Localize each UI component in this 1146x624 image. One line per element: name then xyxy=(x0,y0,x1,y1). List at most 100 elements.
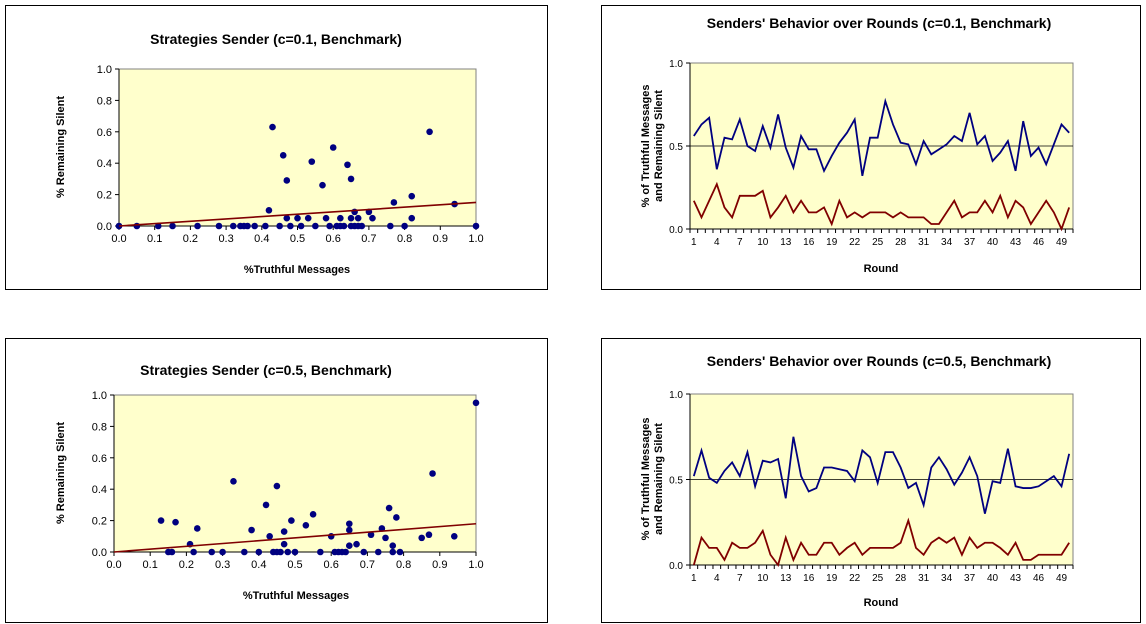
data-point xyxy=(244,222,251,230)
x-tick-label: 0.5 xyxy=(290,233,305,245)
y-tick-label: 0.4 xyxy=(97,158,112,170)
line-chart-c05: Senders' Behavior over Rounds (c=0.5, Be… xyxy=(640,353,1074,609)
x-tick-label: 0.3 xyxy=(215,559,230,571)
y-tick-label: 0.6 xyxy=(92,453,107,465)
data-point xyxy=(283,177,291,184)
data-point xyxy=(168,548,176,556)
data-point xyxy=(408,192,416,200)
data-point xyxy=(277,548,284,556)
x-tick-label: 0.4 xyxy=(254,233,269,245)
y-tick-label: 0.0 xyxy=(97,221,112,233)
data-point xyxy=(401,222,408,230)
data-point xyxy=(472,222,480,230)
data-point xyxy=(255,548,263,556)
data-point xyxy=(265,207,273,214)
data-point xyxy=(193,525,201,532)
data-point xyxy=(308,158,316,165)
x-tick-label: 0.0 xyxy=(106,559,121,571)
y-tick-label: 0.5 xyxy=(669,142,683,153)
x-tick-label: 13 xyxy=(780,237,792,248)
x-axis-ticks: 1 4 7 10 13 16 19 22 25 28 31 34 37 40 43 46 49 xyxy=(689,229,1074,248)
data-point xyxy=(337,214,344,222)
chart-panel-line-c05: Senders' Behavior over Rounds (c=0.5, Be… xyxy=(601,338,1141,623)
x-tick-label: 7 xyxy=(737,237,743,248)
x-tick-label: 37 xyxy=(964,573,976,584)
data-point xyxy=(346,526,353,534)
x-tick-label: 13 xyxy=(780,573,792,584)
y-tick-label: 0.0 xyxy=(669,561,683,572)
x-axis-label: %Truthful Messages xyxy=(243,590,349,602)
data-point xyxy=(393,514,400,521)
line-chart-c01: Senders' Behavior over Rounds (c=0.1, Be… xyxy=(640,15,1074,275)
data-point xyxy=(284,548,292,556)
y-tick-label: 1.0 xyxy=(92,390,107,402)
chart-title: Senders' Behavior over Rounds (c=0.1, Be… xyxy=(707,15,1052,31)
data-point xyxy=(347,214,355,222)
x-tick-label: 49 xyxy=(1056,237,1068,248)
data-point xyxy=(396,548,404,556)
x-tick-label: 0.7 xyxy=(361,233,376,245)
chart-title: Senders' Behavior over Rounds (c=0.5, Be… xyxy=(707,353,1052,369)
series-line-silent xyxy=(692,517,1070,568)
data-point xyxy=(326,222,333,230)
x-tick-label: 0.6 xyxy=(324,559,339,571)
x-tick-label: 22 xyxy=(849,573,861,584)
x-tick-label: 1.0 xyxy=(468,559,483,571)
data-point xyxy=(374,548,382,556)
data-point xyxy=(346,520,353,528)
data-point xyxy=(418,534,426,542)
y-tick-label: 0.4 xyxy=(92,484,107,496)
data-point xyxy=(157,517,165,524)
scatter-chart-c05: Strategies Sender (c=0.5, Benchmark) 0.0… xyxy=(55,362,484,602)
x-tick-label: 0.1 xyxy=(143,559,158,571)
x-tick-label: 34 xyxy=(941,237,953,248)
series-line-truthful xyxy=(692,436,1071,514)
y-axis-ticks: 0.0 0.2 0.4 0.6 0.8 1.0 xyxy=(97,64,119,233)
x-tick-label: 0.2 xyxy=(183,233,198,245)
data-point xyxy=(472,399,480,407)
x-tick-label: 43 xyxy=(1010,573,1022,584)
data-point xyxy=(248,526,255,534)
y-tick-label: 1.0 xyxy=(669,59,683,70)
y-axis-ticks: 0.0 0.5 1.0 xyxy=(669,59,690,236)
x-tick-label: 10 xyxy=(757,237,769,248)
data-point xyxy=(297,222,305,230)
data-point xyxy=(385,504,393,512)
x-tick-label: 37 xyxy=(964,237,976,248)
x-tick-label: 0.5 xyxy=(287,559,302,571)
data-point xyxy=(378,525,386,532)
x-tick-label: 0.8 xyxy=(397,233,412,245)
data-point xyxy=(241,548,248,556)
data-point xyxy=(229,222,237,230)
x-tick-label: 16 xyxy=(803,573,815,584)
x-tick-label: 1 xyxy=(691,573,697,584)
chart-panel-scatter-c05: Strategies Sender (c=0.5, Benchmark) 0.0… xyxy=(5,338,548,623)
data-point xyxy=(317,548,324,556)
x-tick-label: 1.0 xyxy=(468,233,483,245)
data-point xyxy=(276,222,283,230)
data-point xyxy=(425,531,433,539)
x-tick-label: 10 xyxy=(757,573,769,584)
y-tick-label: 0.0 xyxy=(92,547,107,559)
x-tick-label: 0.1 xyxy=(147,233,162,245)
x-tick-label: 4 xyxy=(714,237,720,248)
data-point xyxy=(287,222,294,230)
x-axis-ticks: 0.0 0.1 0.2 0.3 0.4 0.5 0.6 0.7 0.8 0.9 1.0 xyxy=(106,552,484,571)
data-point xyxy=(319,181,326,189)
y-tick-label: 0.8 xyxy=(97,95,112,107)
x-tick-label: 16 xyxy=(803,237,815,248)
x-tick-label: 31 xyxy=(918,573,930,584)
data-point xyxy=(172,518,179,526)
data-point xyxy=(215,222,223,230)
x-tick-label: 25 xyxy=(872,237,884,248)
y-tick-label: 0.0 xyxy=(669,225,683,236)
data-point xyxy=(280,528,288,535)
x-tick-label: 0.9 xyxy=(433,233,448,245)
data-point xyxy=(353,540,360,548)
x-axis-label: Round xyxy=(864,263,899,275)
y-tick-label: 1.0 xyxy=(97,64,112,76)
x-tick-label: 40 xyxy=(987,237,999,248)
data-point xyxy=(262,501,270,509)
data-point xyxy=(322,214,330,222)
y-axis-label: % of Truthful Messagesand Remaining Sile… xyxy=(640,418,665,541)
